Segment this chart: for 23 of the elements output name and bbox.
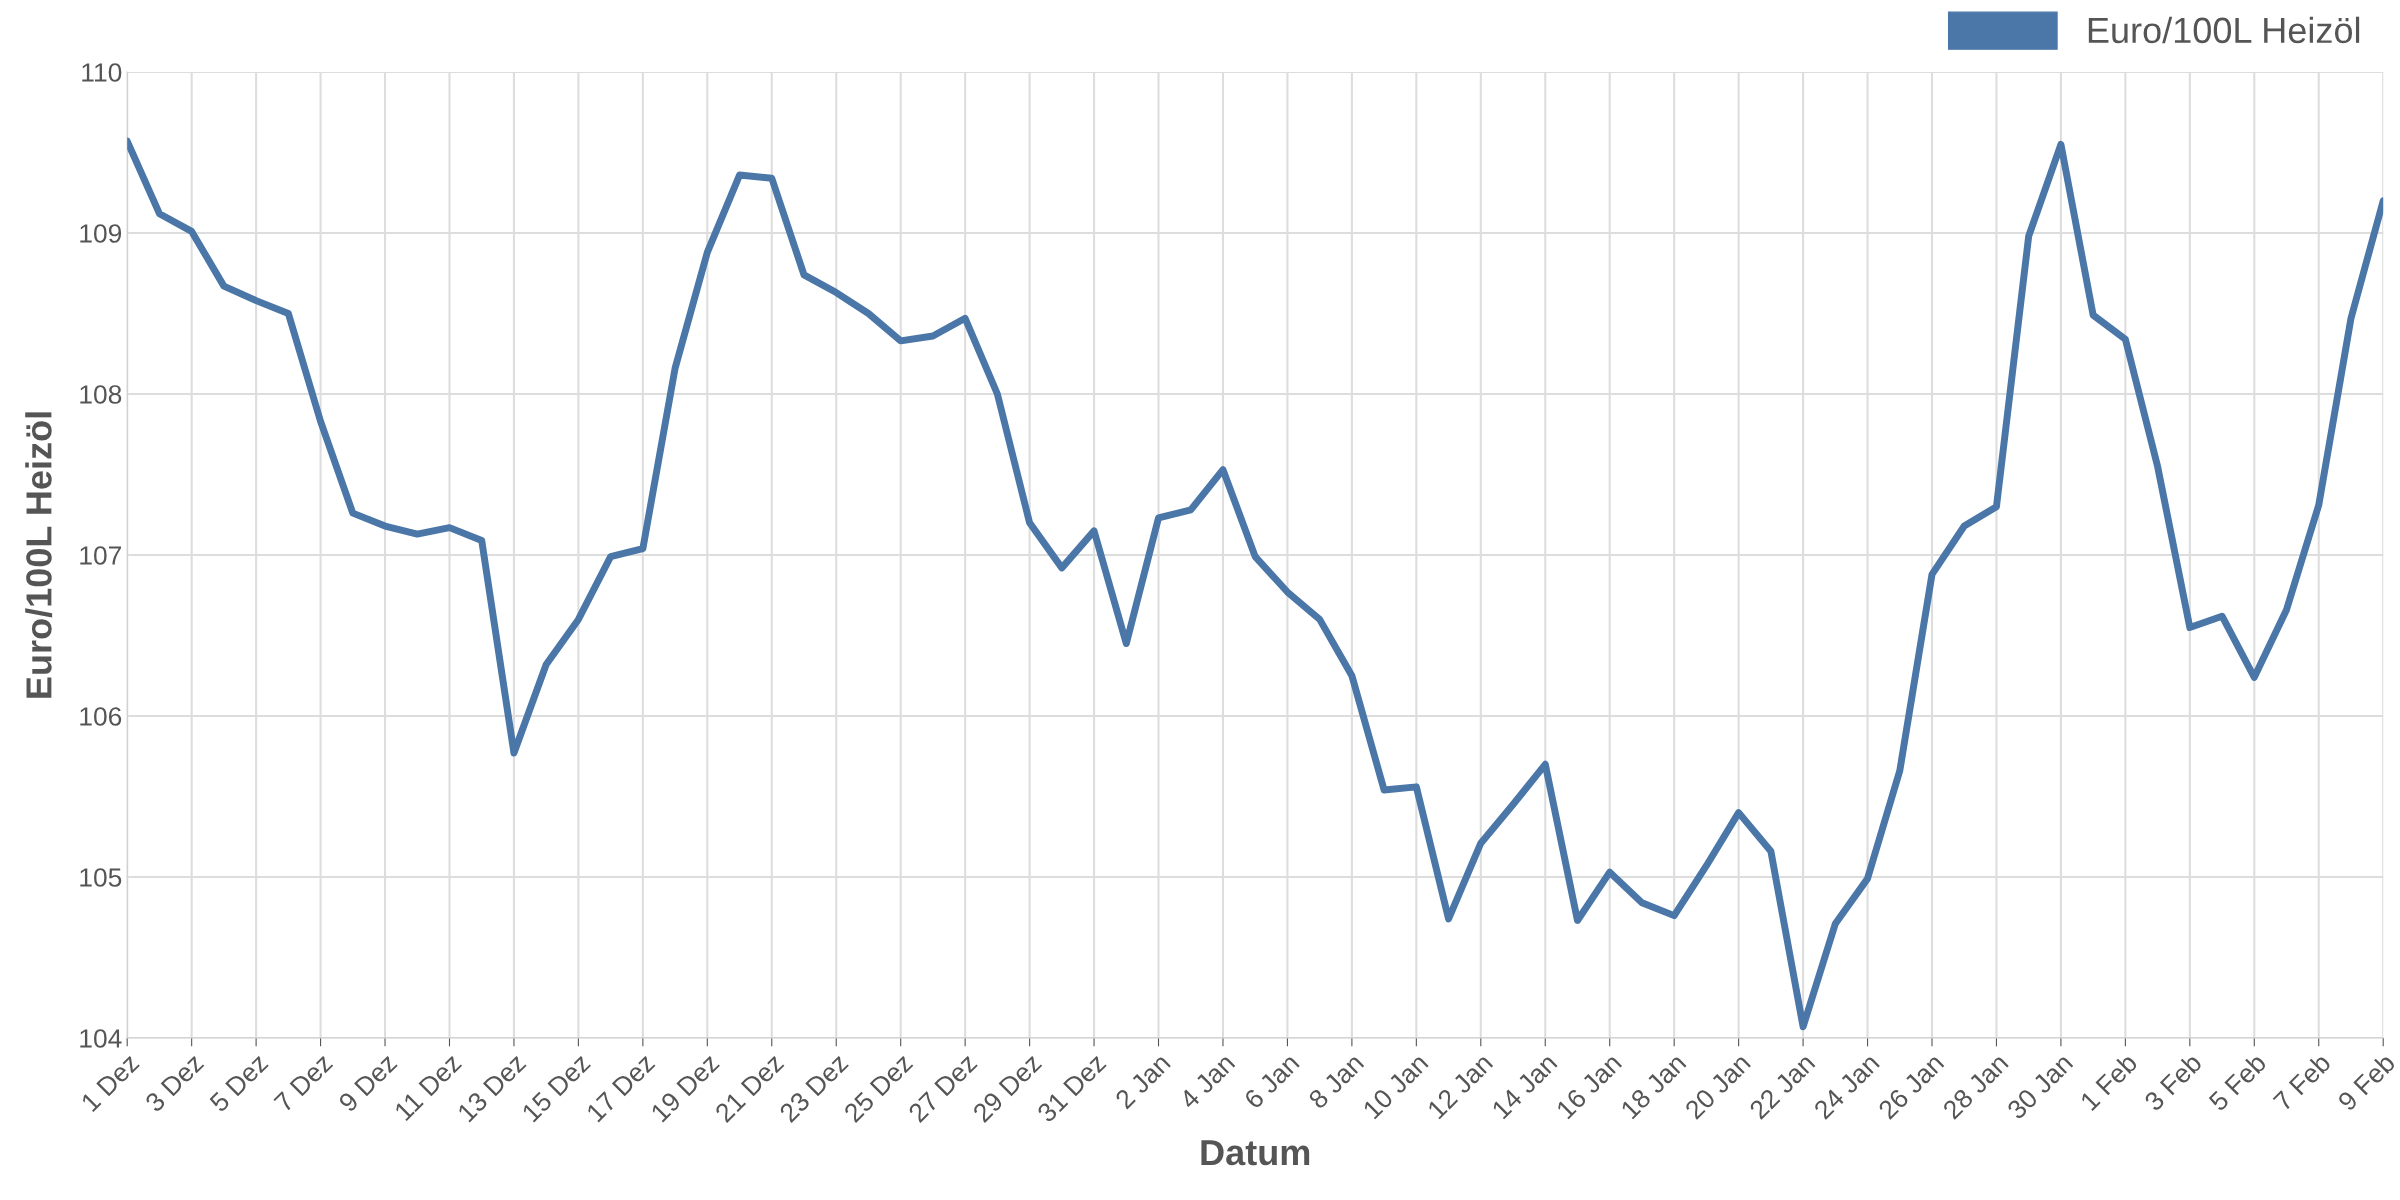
y-tick-label: 107 — [80, 546, 122, 565]
legend-label: Euro/100L Heizöl — [2088, 16, 2360, 44]
x-tick-label: 5 Feb — [2207, 1051, 2268, 1112]
y-tick-label: 109 — [80, 224, 122, 243]
y-tick-label: 108 — [80, 385, 122, 404]
x-axis-title: Datum — [1201, 1140, 1310, 1166]
x-tick-label: 4 Jan — [1178, 1053, 1236, 1111]
x-tick-label: 2 Jan — [1114, 1052, 1172, 1110]
x-tick-label: 6 Jan — [1243, 1052, 1300, 1110]
x-tick-label: 3 Feb — [2142, 1051, 2203, 1112]
x-tick-label: 7 Dez — [273, 1052, 334, 1113]
y-tick-label: 104 — [80, 1029, 122, 1048]
x-tick-label: 3 Dez — [144, 1052, 205, 1113]
x-tick-label: 7 Feb — [2271, 1051, 2332, 1112]
y-axis-title: Euro/100L Heizöl — [25, 412, 53, 698]
x-tick-label: 1 Dez — [80, 1052, 140, 1113]
y-tick-label: 105 — [80, 868, 122, 887]
x-tick-label: 8 Jan — [1307, 1052, 1365, 1110]
x-tick-label: 5 Dez — [208, 1052, 269, 1113]
y-tick-label: 106 — [80, 707, 122, 726]
x-tick-label: 1 Feb — [2079, 1051, 2139, 1112]
x-tick-label: 9 Feb — [2336, 1051, 2397, 1112]
y-tick-label: 110 — [82, 63, 122, 82]
